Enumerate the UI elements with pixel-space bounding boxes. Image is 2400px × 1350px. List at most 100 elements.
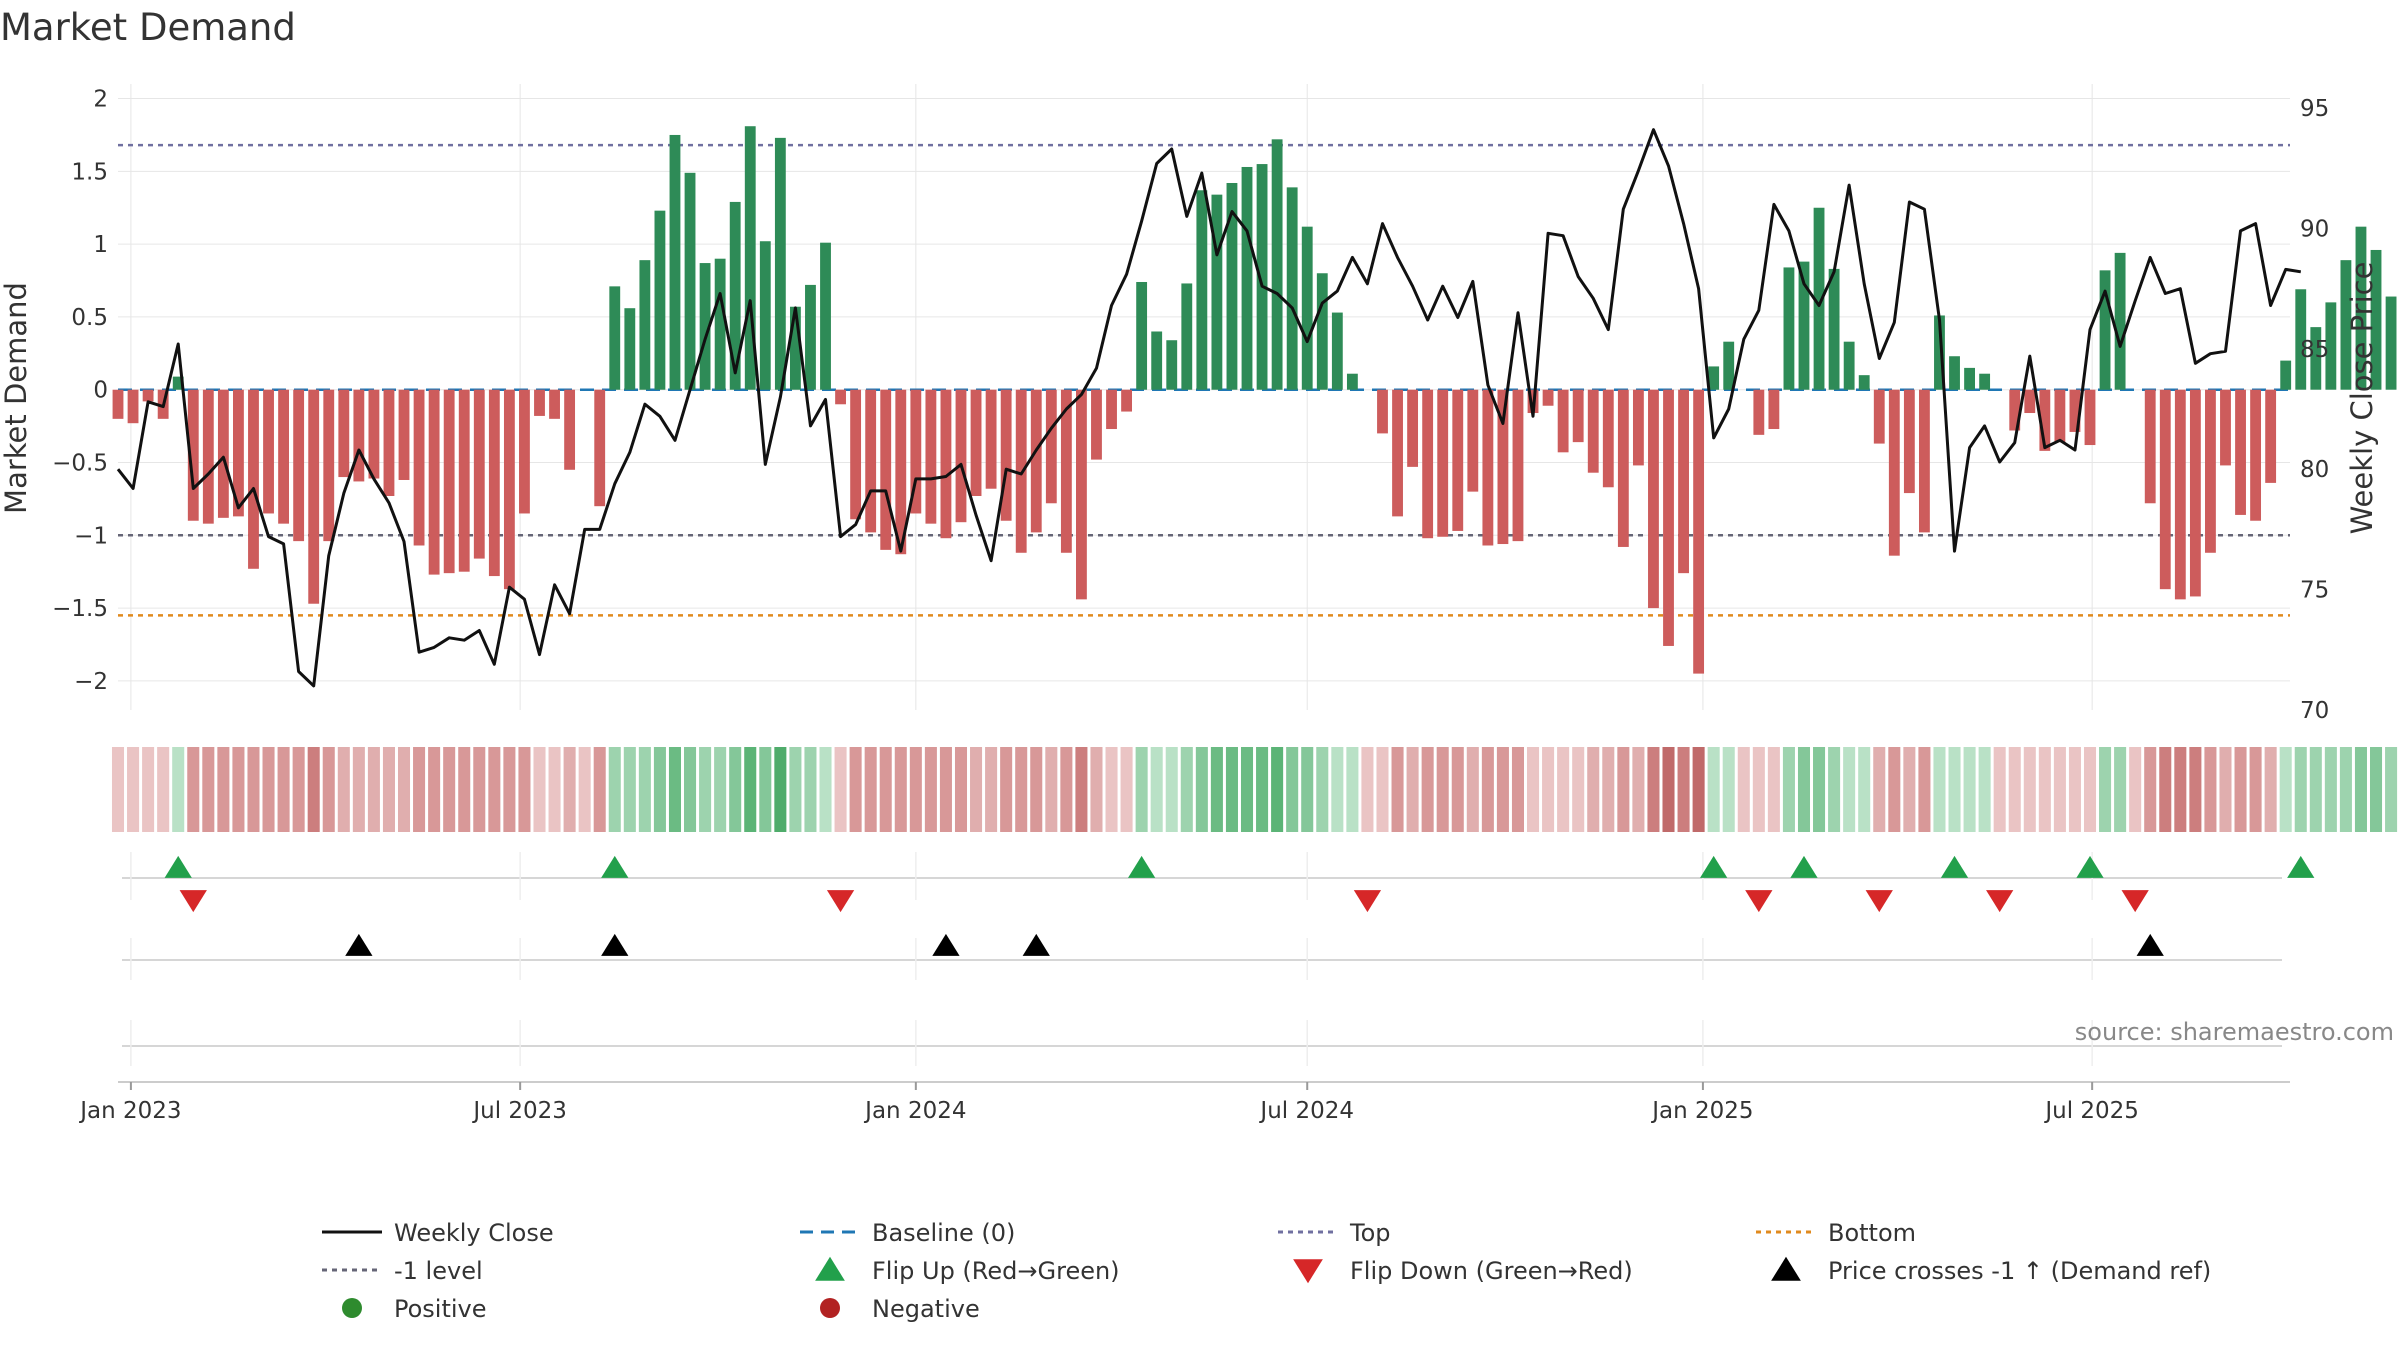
flip-down-marker: [1986, 890, 2014, 913]
price-cross-marker: [601, 933, 629, 956]
flip-down-marker: [826, 890, 855, 913]
strip-cell: [142, 747, 155, 832]
strip-cell: [1572, 747, 1585, 832]
left-tick-label: 0.5: [71, 305, 108, 331]
demand-bar: [1106, 389, 1117, 430]
strip-cell: [2053, 747, 2066, 832]
strip-cell: [1752, 747, 1765, 832]
demand-bar: [1934, 315, 1945, 390]
strip-cell: [413, 747, 426, 832]
demand-bar: [383, 389, 395, 496]
strip-cell: [1888, 747, 1901, 832]
strip-cell: [985, 747, 998, 832]
strip-cell: [2339, 747, 2352, 832]
demand-bar: [1632, 389, 1644, 466]
demand-bar: [1346, 373, 1358, 390]
strip-cell: [322, 747, 335, 832]
demand-bar: [2205, 389, 2216, 553]
demand-bar: [1497, 389, 1509, 545]
demand-bar: [1964, 367, 1975, 390]
strip-cell: [1015, 747, 1028, 832]
strip-cell: [2008, 747, 2021, 832]
strip-cell: [1797, 747, 1811, 832]
strip-cell: [2129, 747, 2142, 832]
demand-bar: [1768, 389, 1780, 430]
demand-bar: [1076, 389, 1087, 600]
demand-bar: [2144, 389, 2156, 504]
demand-bar: [2054, 389, 2066, 443]
legend-label: Flip Down (Green→Red): [1350, 1257, 1633, 1285]
left-tick-label: 0: [93, 378, 108, 404]
strip-cell: [1090, 747, 1103, 832]
flip-down-marker: [1865, 890, 1893, 913]
legend-label: Negative: [872, 1295, 980, 1323]
demand-bar: [1918, 389, 1930, 533]
strip-cell: [1496, 747, 1509, 832]
demand-bar: [2069, 389, 2081, 432]
legend-label: Positive: [394, 1295, 487, 1323]
demand-bar: [1858, 375, 1870, 390]
demand-bar: [1377, 389, 1388, 434]
demand-bar: [1572, 389, 1584, 443]
demand-bar: [2009, 389, 2021, 431]
strip-cell: [232, 747, 245, 832]
strip-cell: [1692, 747, 1705, 832]
demand-bar: [1437, 389, 1449, 537]
demand-bar: [1873, 389, 1885, 444]
strip-cell: [2279, 747, 2292, 832]
demand-bar: [639, 260, 651, 390]
demand-bar: [925, 389, 937, 524]
demand-bar: [473, 389, 485, 559]
x-tick-label: Jul 2023: [471, 1098, 567, 1124]
strip-cell: [337, 747, 350, 832]
demand-bar: [142, 389, 154, 402]
demand-bar: [774, 137, 786, 390]
demand-bar: [263, 389, 274, 514]
demand-bar: [564, 389, 576, 470]
strip-cell: [1075, 747, 1088, 832]
demand-bar: [1045, 389, 1057, 504]
strip-cell: [1632, 747, 1645, 832]
strip-cell: [1165, 747, 1178, 832]
demand-bar: [865, 389, 877, 533]
strip-cell: [954, 747, 968, 832]
right-tick-label: 90: [2300, 216, 2329, 242]
legend-handle: [820, 1298, 840, 1318]
strip-cell: [127, 747, 140, 832]
x-tick-label: Jul 2024: [1258, 1098, 1354, 1124]
demand-bar: [2355, 226, 2367, 390]
strip-cell: [1722, 747, 1735, 832]
strip-cell: [1105, 747, 1118, 832]
legend-label: Price crosses -1 ↑ (Demand ref): [1828, 1257, 2211, 1285]
strip-cell: [2174, 747, 2187, 832]
demand-bar: [2340, 260, 2352, 390]
strip-cell: [1933, 747, 1946, 832]
flip-up-marker: [1127, 855, 1156, 878]
strip-cell: [2114, 747, 2127, 832]
demand-bar: [1452, 389, 1464, 531]
demand-bar: [955, 389, 967, 523]
demand-bar: [398, 389, 410, 480]
legend-label: -1 level: [394, 1257, 483, 1285]
demand-bar: [1663, 389, 1674, 646]
strip-cell: [819, 747, 832, 832]
left-axis-label: Market Demand: [0, 282, 33, 514]
chart-title: Market Demand: [0, 6, 296, 49]
flip-up-marker: [2287, 855, 2315, 878]
demand-bar: [1708, 366, 1720, 390]
strip-cell: [2204, 747, 2217, 832]
demand-bar: [970, 389, 982, 496]
right-tick-label: 70: [2300, 698, 2329, 724]
strip-cell: [2083, 747, 2097, 832]
price-cross-marker: [345, 933, 373, 956]
demand-bar: [985, 389, 997, 489]
strip-cell: [1150, 747, 1163, 832]
demand-bar: [534, 389, 545, 416]
strip-cell: [593, 747, 606, 832]
demand-bar: [1587, 389, 1599, 473]
demand-bar: [1030, 389, 1042, 533]
left-tick-label: −1: [74, 523, 108, 549]
strip-cell: [714, 747, 727, 832]
legend-label: Flip Up (Red→Green): [872, 1257, 1120, 1285]
demand-bar: [1783, 267, 1795, 390]
